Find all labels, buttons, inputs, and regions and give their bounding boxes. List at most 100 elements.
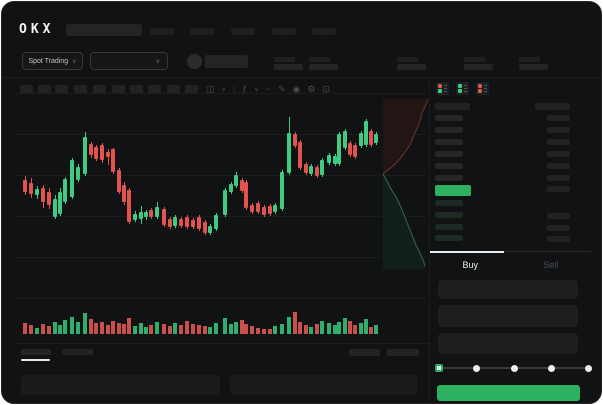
bottom-tab-active[interactable]: [21, 349, 51, 355]
timeframe-button-placeholder[interactable]: [185, 85, 198, 93]
timeframe-button-placeholder[interactable]: [130, 85, 143, 93]
timeframe-button-placeholder[interactable]: [74, 85, 87, 93]
caret-down-icon[interactable]: ∨: [254, 86, 259, 93]
ask-row-amount: [547, 163, 570, 169]
candle-wick: [322, 158, 323, 177]
candle-wick: [43, 185, 44, 208]
candle-wick: [350, 141, 351, 157]
depth-asks-curve: [382, 98, 429, 175]
volume-bar: [41, 324, 45, 334]
volume-bar: [162, 324, 166, 334]
nav-item-placeholder[interactable]: [272, 28, 296, 35]
ask-row-price[interactable]: [435, 115, 463, 121]
icon-line: [444, 88, 447, 89]
order-input-placeholder[interactable]: [438, 333, 578, 354]
bid-row-price[interactable]: [435, 200, 463, 206]
slider-stop[interactable]: [548, 365, 555, 372]
indicators-icon[interactable]: ƒ: [242, 84, 248, 94]
candle-wick: [49, 188, 50, 209]
candle-body: [89, 144, 93, 155]
candle-wick: [231, 182, 232, 194]
candle-style-icon[interactable]: ◫: [206, 83, 215, 94]
draw-icon[interactable]: ✎: [277, 83, 286, 94]
icon-top-bar: [438, 84, 442, 88]
settings-icon[interactable]: ⚙: [307, 83, 316, 94]
ask-row-price[interactable]: [435, 139, 463, 145]
orderbook-asks-icon[interactable]: [476, 82, 489, 95]
volume-bar: [168, 326, 172, 334]
candle-wick: [246, 180, 247, 210]
order-input-placeholder[interactable]: [438, 280, 578, 299]
timeframe-button-placeholder[interactable]: [167, 85, 180, 93]
candle-body: [111, 149, 115, 172]
pair-select-dropdown[interactable]: ∨: [90, 52, 168, 70]
nav-item-placeholder[interactable]: [231, 28, 255, 35]
slider-stop[interactable]: [473, 365, 480, 372]
last-price-bar[interactable]: [435, 185, 471, 196]
volume-bar: [149, 325, 153, 334]
timeframe-button-placeholder[interactable]: [38, 85, 51, 93]
screenshot-icon[interactable]: ◉: [292, 83, 301, 94]
candle-body: [63, 179, 67, 202]
candle-wick: [289, 117, 290, 175]
volume-bar: [58, 325, 62, 334]
okx-logo[interactable]: OKX: [19, 22, 55, 37]
timeframe-button-placeholder[interactable]: [55, 85, 68, 93]
candle-wick: [72, 158, 73, 199]
candle-wick: [193, 218, 194, 229]
candle-body: [47, 192, 51, 205]
caret-down-icon[interactable]: ∨: [221, 86, 226, 93]
bottom-tab[interactable]: [62, 349, 93, 355]
timeframe-button-placeholder[interactable]: [20, 85, 33, 93]
timeframe-button-placeholder[interactable]: [112, 85, 125, 93]
chart-range-button[interactable]: [387, 349, 419, 356]
volume-bar: [179, 325, 183, 334]
candle-body: [179, 219, 183, 226]
fullscreen-icon[interactable]: ⊡: [322, 83, 330, 94]
search-input[interactable]: [66, 24, 142, 36]
candle-wick: [306, 162, 307, 175]
line-type-icon[interactable]: ~: [265, 84, 271, 94]
volume-bar: [214, 323, 218, 334]
nav-item-placeholder[interactable]: [150, 28, 174, 35]
ask-row-amount: [547, 175, 570, 181]
ask-row-price[interactable]: [435, 175, 463, 181]
order-input-placeholder[interactable]: [438, 305, 578, 327]
bottom-panel: [21, 375, 220, 395]
icon-line: [464, 91, 467, 92]
chart-range-button[interactable]: [349, 349, 380, 356]
candle-wick: [311, 164, 312, 176]
buy-submit-button[interactable]: [437, 385, 580, 401]
candle-wick: [199, 215, 200, 231]
orderbook-bids-icon[interactable]: [456, 82, 469, 95]
slider-stop[interactable]: [585, 365, 592, 372]
timeframe-button-placeholder[interactable]: [93, 85, 106, 93]
orderbook-both-icon[interactable]: [436, 82, 449, 95]
volume-bar: [197, 325, 201, 334]
chevron-down-icon: ∨: [72, 58, 77, 65]
candle-body: [244, 182, 248, 208]
bid-row-price[interactable]: [435, 212, 463, 218]
timeframe-button-placeholder[interactable]: [148, 85, 161, 93]
nav-item-placeholder[interactable]: [312, 28, 336, 35]
chart-tools: ◫ ∨ | ƒ ∨ ~ ✎ ◉ ⚙ ⊡: [206, 82, 330, 96]
candle-body: [173, 217, 177, 226]
ask-row-amount: [547, 127, 570, 133]
volume-bar: [256, 328, 260, 334]
ask-row-price[interactable]: [435, 151, 463, 157]
ask-row-price[interactable]: [435, 127, 463, 133]
tab-buy[interactable]: Buy: [462, 260, 478, 270]
tab-sell[interactable]: Sell: [543, 260, 559, 270]
ask-row-amount: [547, 115, 570, 121]
bid-row-price[interactable]: [435, 235, 463, 241]
market-type-dropdown[interactable]: Spot Trading ∨: [22, 52, 83, 70]
ask-row-price[interactable]: [435, 163, 463, 169]
slider-handle[interactable]: [435, 364, 443, 372]
volume-bar: [203, 326, 207, 334]
nav-item-placeholder[interactable]: [190, 28, 214, 35]
slider-stop[interactable]: [511, 365, 518, 372]
candle-body: [374, 134, 378, 143]
candle-wick: [205, 220, 206, 235]
bid-row-price[interactable]: [435, 224, 463, 230]
candle-body: [287, 133, 291, 173]
